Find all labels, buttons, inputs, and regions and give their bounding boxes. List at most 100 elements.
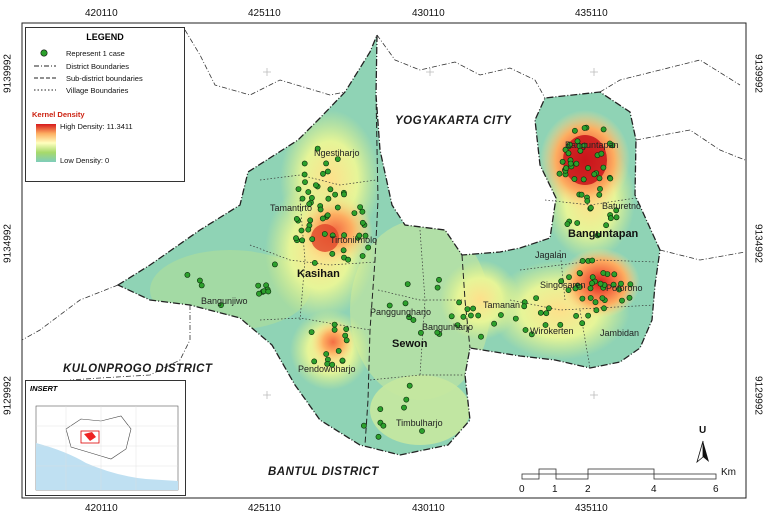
case-point <box>589 257 596 264</box>
case-point <box>343 337 350 344</box>
village-label: Panggungharjo <box>370 307 432 317</box>
village-label: Tamantirto <box>270 203 313 213</box>
case-point <box>585 312 591 319</box>
case-point <box>563 165 569 171</box>
case-point <box>460 313 467 320</box>
case-point <box>311 259 318 266</box>
case-point <box>537 309 544 316</box>
subdistrict-label: Sewon <box>392 338 428 350</box>
case-point <box>533 295 539 301</box>
coord-top: 425110 <box>248 8 281 19</box>
case-point <box>345 256 351 263</box>
coord-bottom: 435110 <box>575 503 608 514</box>
subdistrict-label: Banguntapan <box>568 228 639 240</box>
case-point <box>579 320 586 327</box>
case-point <box>356 232 363 239</box>
village-label: Banguntapan <box>565 140 619 150</box>
coord-bottom: 430110 <box>412 503 445 514</box>
case-point <box>572 127 578 134</box>
village-label: Tirtonirmolo <box>330 235 378 245</box>
case-point <box>307 217 314 224</box>
village-label: Tamanan <box>483 300 521 310</box>
legend-high-density: High Density: 11.3411 <box>60 122 133 131</box>
case-point <box>566 141 573 148</box>
case-point <box>512 315 519 322</box>
inset-title: INSERT <box>30 384 58 393</box>
legend-subdistrict-boundaries: Sub-district boundaries <box>66 74 143 83</box>
case-point <box>386 302 393 309</box>
scale-tick: 0 <box>519 484 525 495</box>
case-point <box>434 284 441 291</box>
density-gradient-swatch <box>36 124 56 162</box>
case-point <box>589 280 595 287</box>
case-point <box>581 142 588 149</box>
coord-right: 9139992 <box>752 54 764 93</box>
case-point <box>528 331 535 338</box>
case-point <box>558 278 565 285</box>
case-point <box>417 329 424 336</box>
case-point <box>594 232 601 239</box>
north-letter: U <box>699 425 707 436</box>
inset-graphic <box>35 405 179 491</box>
case-point <box>587 295 594 301</box>
case-point <box>579 295 586 302</box>
case-point <box>359 253 366 259</box>
case-point <box>293 235 299 242</box>
case-point <box>584 198 591 204</box>
case-point <box>464 306 471 312</box>
case-point <box>546 305 552 312</box>
case-point <box>406 382 413 389</box>
case-point <box>573 312 579 319</box>
case-point <box>598 150 605 157</box>
case-point <box>271 261 278 268</box>
legend-case-label: Represent 1 case <box>66 49 125 58</box>
case-point <box>564 221 571 227</box>
subdistrict-boundaries <box>364 94 471 446</box>
case-point <box>331 321 338 328</box>
case-point <box>403 396 410 403</box>
subdistrict-label: Kasihan <box>297 268 340 280</box>
case-point <box>255 282 262 289</box>
case-point <box>351 210 358 216</box>
case-point <box>556 170 563 177</box>
case-point <box>588 204 594 211</box>
case-point <box>470 305 476 312</box>
coord-left: 9129992 <box>2 376 14 415</box>
case-point <box>434 329 441 336</box>
case-point <box>607 140 613 147</box>
case-point <box>454 322 461 328</box>
case-point <box>436 276 442 283</box>
case-point <box>320 170 326 177</box>
case-point <box>339 357 346 364</box>
case-point <box>317 206 324 213</box>
case-point <box>581 125 588 131</box>
case-point <box>334 156 341 162</box>
case-point <box>593 307 600 314</box>
case-point <box>375 433 382 440</box>
region-label: YOGYAKARTA CITY <box>395 115 512 127</box>
case-point <box>585 165 591 171</box>
case-point <box>607 215 614 222</box>
case-point <box>311 358 318 365</box>
case-point <box>626 294 633 301</box>
case-point <box>324 360 331 367</box>
case-point <box>491 320 497 327</box>
coord-top: 435110 <box>575 8 608 19</box>
legend-low-density: Low Density: 0 <box>60 156 110 165</box>
case-point <box>596 191 603 198</box>
coord-top: 430110 <box>412 8 445 19</box>
north-arrow <box>696 440 709 464</box>
village-label: Wirokerten <box>530 326 574 336</box>
case-points <box>184 124 634 440</box>
case-point <box>299 195 306 202</box>
coord-bottom: 425110 <box>248 503 281 514</box>
case-point <box>613 207 620 214</box>
case-point <box>184 271 191 278</box>
case-point <box>302 179 308 185</box>
village-label: Pendowoharjo <box>298 364 356 374</box>
case-point <box>475 312 482 319</box>
case-point <box>600 126 607 133</box>
case-point <box>305 189 312 195</box>
case-point <box>314 145 321 152</box>
case-point <box>343 326 350 332</box>
